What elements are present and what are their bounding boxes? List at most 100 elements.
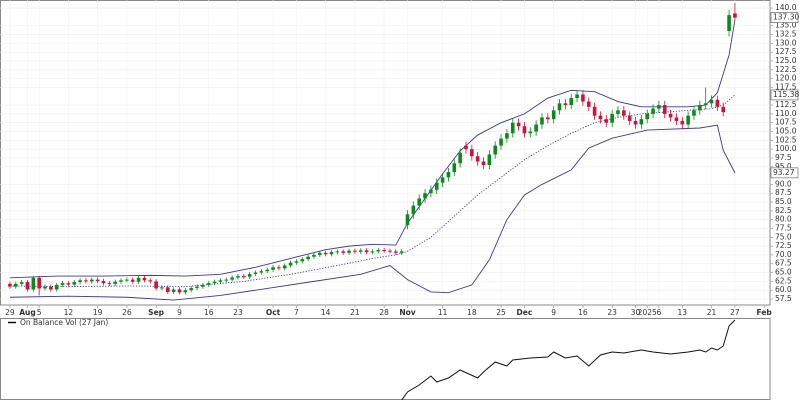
candle-body <box>271 267 275 270</box>
candle-body <box>551 110 556 120</box>
candle-body <box>516 122 521 127</box>
y-tick-label: 130.0 <box>775 38 797 47</box>
y-tick-label: 120.0 <box>775 74 797 83</box>
candle-body <box>563 103 568 106</box>
candle-body <box>277 267 281 269</box>
candle-body <box>72 282 77 285</box>
candle-body <box>125 279 129 281</box>
x-tick-label: 23 <box>233 308 243 317</box>
candle-body <box>499 138 503 146</box>
x-tick-label: 14 <box>321 308 331 317</box>
candle-body <box>604 119 609 123</box>
candle-body <box>49 286 53 290</box>
price-plot <box>0 0 770 305</box>
candle-body <box>265 269 269 272</box>
candle-body <box>43 286 47 289</box>
candle-body <box>651 108 655 114</box>
candle-body <box>698 105 702 111</box>
candle-body <box>429 189 433 194</box>
x-tick-label: Dec <box>517 308 533 317</box>
candle-body <box>242 276 246 278</box>
value-label-box <box>770 167 799 179</box>
candle-body <box>236 276 240 278</box>
candle-body <box>323 252 328 255</box>
candle-body <box>475 156 480 162</box>
x-tick-label: 11 <box>438 308 448 317</box>
candle-body <box>95 279 100 282</box>
x-tick-label: 6 <box>657 308 662 317</box>
x-tick-label: 9 <box>177 308 182 317</box>
candle-body <box>674 117 679 121</box>
y-tick-label: 127.5 <box>775 47 797 56</box>
y-tick-label: 102.5 <box>775 135 797 144</box>
candle-body <box>534 124 538 132</box>
candle-body <box>136 277 141 282</box>
candle-body <box>101 281 106 284</box>
candle-body <box>107 283 112 285</box>
candle-body <box>405 214 410 225</box>
candle-body <box>25 282 30 290</box>
y-tick-label: 87.5 <box>775 188 792 197</box>
candle-body <box>288 262 293 266</box>
y-tick-label: 70.0 <box>775 250 792 259</box>
x-tick-label: 23 <box>607 308 617 317</box>
candle-body <box>721 106 726 113</box>
candle-body <box>627 115 632 121</box>
candle-body <box>66 283 71 285</box>
y-tick-label: 100.0 <box>775 144 797 153</box>
y-tick-label: 57.5 <box>775 294 792 303</box>
candle-body <box>119 280 123 282</box>
candle-body <box>493 145 498 155</box>
y-tick-label: 112.5 <box>775 100 797 109</box>
y-tick-label: 72.5 <box>775 241 792 250</box>
candle-body <box>668 113 673 118</box>
candle-body <box>347 250 351 253</box>
x-tick-label: 18 <box>467 308 477 317</box>
candle-body <box>113 281 117 284</box>
candle-body <box>224 279 229 281</box>
candle-body <box>247 273 252 277</box>
value-label: 137.30 <box>773 13 799 22</box>
candle-body <box>318 252 322 255</box>
candle-body <box>370 251 375 253</box>
candle-body <box>458 152 462 164</box>
candle-body <box>306 256 310 260</box>
candle-body <box>376 249 381 252</box>
candle-body <box>639 119 644 125</box>
y-tick-label: 65.0 <box>775 268 792 277</box>
candle-body <box>394 251 398 253</box>
candle-body <box>130 279 135 282</box>
y-tick-label: 135.0 <box>775 21 797 30</box>
x-tick-label: 29 <box>5 308 15 317</box>
candle-body <box>382 249 386 251</box>
candle-body <box>487 154 492 166</box>
candle-body <box>645 113 650 120</box>
obv-title: On Balance Vol (27 Jan) <box>20 318 108 327</box>
y-tick-label: 62.5 <box>775 276 792 285</box>
y-tick-label: 95.0 <box>775 162 792 171</box>
obv-line <box>401 319 736 400</box>
candle-body <box>312 254 316 257</box>
candle-body <box>692 110 696 116</box>
candle-body <box>633 120 638 125</box>
candle-body <box>598 115 603 120</box>
y-tick-label: 132.5 <box>775 30 797 39</box>
candle-body <box>148 280 153 282</box>
candle-body <box>259 271 264 273</box>
x-tick-label: 16 <box>204 308 214 317</box>
candle-body <box>686 115 690 125</box>
candle-body <box>388 250 392 252</box>
candle-body <box>657 105 661 109</box>
x-tick-label: 19 <box>93 308 103 317</box>
x-tick-label: 7 <box>294 308 299 317</box>
x-tick-label: 2025 <box>638 308 657 317</box>
y-tick-label: 105.0 <box>775 127 797 136</box>
candle-body <box>335 251 340 253</box>
y-tick-label: 85.0 <box>775 197 792 206</box>
candle-body <box>341 251 345 253</box>
candle-body <box>715 99 720 107</box>
candle-body <box>452 163 457 173</box>
value-label: 115.38 <box>773 90 799 99</box>
x-tick-label: 30 <box>631 308 641 317</box>
y-tick-label: 80.0 <box>775 215 792 224</box>
